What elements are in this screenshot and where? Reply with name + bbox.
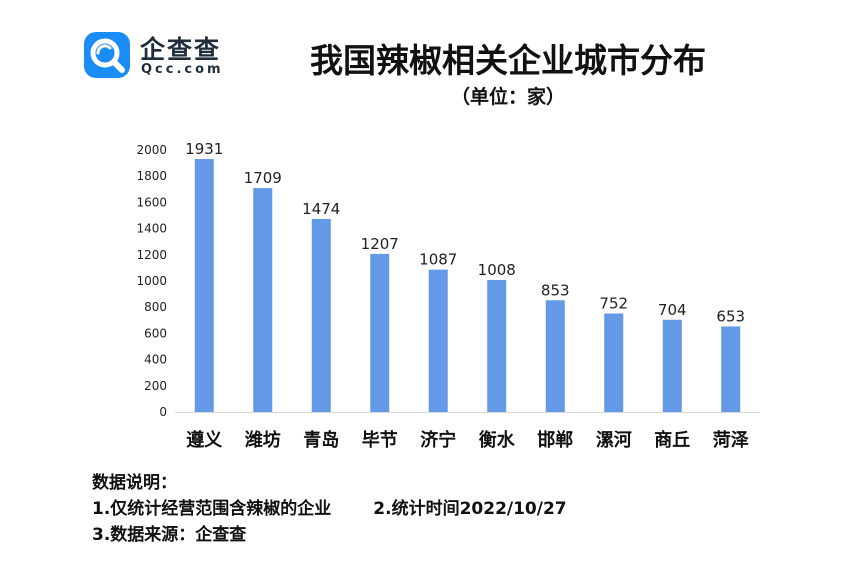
chart-title: 我国辣椒相关企业城市分布 [310,41,706,80]
y-tick-label: 1000 [136,274,167,288]
bar [253,188,273,412]
x-tick-label: 济宁 [420,429,456,451]
data-label: 1931 [185,140,223,158]
bar [662,319,682,412]
logo: 企查查 Qcc.com [84,30,244,80]
bar [721,326,741,412]
x-tick-label: 潍坊 [245,429,281,451]
y-tick-label: 2000 [136,143,167,157]
data-label: 653 [716,307,745,325]
bar [194,159,214,412]
chart-subtitle: （单位：家） [450,86,565,108]
note-scope: 1.仅统计经营范围含辣椒的企业 [92,499,332,519]
x-tick-label: 青岛 [303,429,339,451]
logo-text-cn: 企查查 [140,35,222,64]
notes-line-1: 1.仅统计经营范围含辣椒的企业 2.统计时间2022/10/27 [92,496,567,522]
x-tick-label: 菏泽 [713,429,749,451]
bar [545,300,565,412]
x-tick-label: 毕节 [362,430,398,451]
y-tick-label: 1400 [136,222,167,236]
bar [487,279,507,412]
data-label: 1709 [244,169,282,187]
y-tick-label: 800 [144,300,167,314]
notes-heading: 数据说明： [92,473,177,493]
y-tick-label: 400 [144,353,167,367]
x-tick-label: 邯郸 [537,429,573,451]
bar [604,313,624,412]
data-label: 752 [599,294,628,312]
data-label: 1008 [478,261,516,279]
y-tick-label: 1800 [136,169,167,183]
data-label: 1474 [302,200,340,218]
bar [428,269,448,412]
x-tick-label: 遵义 [186,429,222,451]
data-notes: 数据说明： 1.仅统计经营范围含辣椒的企业 2.统计时间2022/10/27 3.… [92,470,567,548]
x-tick-label: 漯河 [596,430,632,451]
y-tick-label: 600 [144,326,167,340]
note-source: 3.数据来源：企查查 [92,525,247,545]
bar [311,218,331,412]
data-label: 853 [541,281,570,299]
magnifier-icon [90,38,125,73]
note-date: 2.统计时间2022/10/27 [373,499,567,519]
y-tick-label: 200 [144,379,167,393]
logo-text-en: Qcc.com [141,62,224,77]
y-tick-label: 1600 [136,195,167,209]
y-tick-label: 0 [159,405,167,419]
data-label: 1207 [361,235,399,253]
x-tick-label: 商丘 [654,429,690,451]
logo-badge [84,32,130,78]
y-tick-label: 1200 [136,248,167,262]
bar [370,253,390,412]
x-tick-label: 衡水 [479,429,516,451]
data-label: 1087 [419,251,457,269]
data-label: 704 [658,301,687,319]
